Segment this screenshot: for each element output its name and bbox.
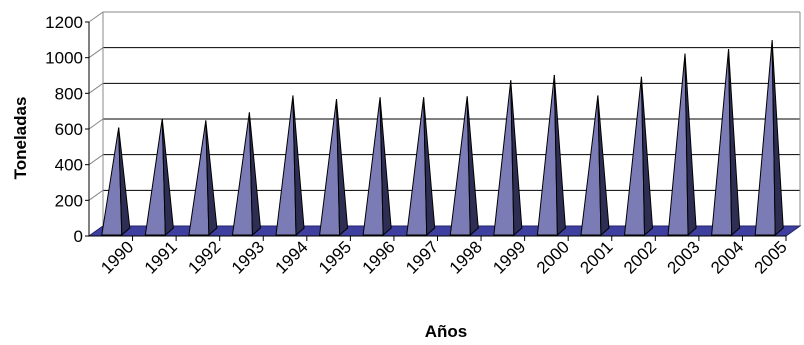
pyramid-bar [536,74,566,237]
gridline-side [88,47,104,59]
pyramid-bar [231,112,261,237]
x-tick-label: 1991 [141,237,181,277]
pyramid-bar [406,97,436,237]
gridline-side [88,118,104,130]
pyramid-bar [101,127,131,237]
pyramid-side-face [771,40,784,237]
pyramid-bar [188,120,218,237]
pyramid-side-face [423,97,436,237]
x-tick-label: 1997 [402,237,442,277]
pyramid-side-face [640,76,654,237]
pyramid-side-face [248,112,261,237]
pyramid-side-face [335,98,349,237]
pyramid-side-face [379,97,392,237]
x-tick-label: 1990 [97,237,137,277]
pyramid-bar [144,118,174,237]
grid-lines [88,11,801,226]
x-tick-label: 2000 [533,237,573,277]
pyramid-side-face [510,80,523,237]
pyramid-bar [580,95,610,237]
gridline-side [88,189,104,201]
x-tick-label: 1993 [228,237,268,277]
x-tick-label: 2004 [707,237,747,277]
y-tick-label: 1000 [45,49,83,68]
gridline-side [88,154,104,166]
pyramid-bar [449,96,479,237]
x-tick-label: 1994 [271,237,311,277]
gridline-side [88,82,104,94]
x-axis-ticks: 1990 1991 1992 1993 1994 1995 1996 1997 1998 1999… [97,236,791,278]
pyramid-side-face [292,95,305,237]
pyramid-side-face [684,53,697,237]
y-axis-ticks: 0 200 400 600 800 1000 1200 [45,13,90,246]
x-tick-label: 1995 [315,237,355,277]
pyramid-bar [667,53,697,237]
x-axis-title: Años [425,322,468,341]
pyramid-series [101,40,784,237]
x-tick-label: 1996 [359,237,399,277]
pyramid-side-face [205,120,218,237]
y-tick-label: 800 [55,84,83,103]
pyramid-side-face [553,74,566,237]
pyramid-side-face [466,96,479,237]
pyramid-side-face [161,118,174,237]
pyramid-bar [493,80,523,237]
x-tick-label: 1992 [184,237,224,277]
y-tick-label: 0 [74,227,83,246]
pyramid-side-face [597,95,610,237]
y-tick-label: 200 [55,191,83,210]
x-tick-label: 2001 [576,237,616,277]
x-tick-label: 1998 [446,237,486,277]
x-tick-label: 2002 [620,237,660,277]
x-tick-label: 2003 [664,237,704,277]
pyramid-side-face [118,127,131,237]
gridline-side [88,11,104,23]
pyramid-bar [711,49,741,237]
y-tick-label: 600 [55,120,83,139]
y-tick-label: 400 [55,156,83,175]
x-tick-label: 2005 [751,237,791,277]
y-axis-title: Toneladas [11,97,30,180]
pyramid-side-face [728,49,741,237]
pyramid-bar [754,40,784,237]
pyramid-bar [362,97,392,237]
pyramid-bar [319,98,349,237]
x-tick-label: 1999 [489,237,529,277]
pyramid-bar [275,95,305,237]
y-tick-label: 1200 [45,13,83,32]
pyramid-bar [623,76,654,237]
